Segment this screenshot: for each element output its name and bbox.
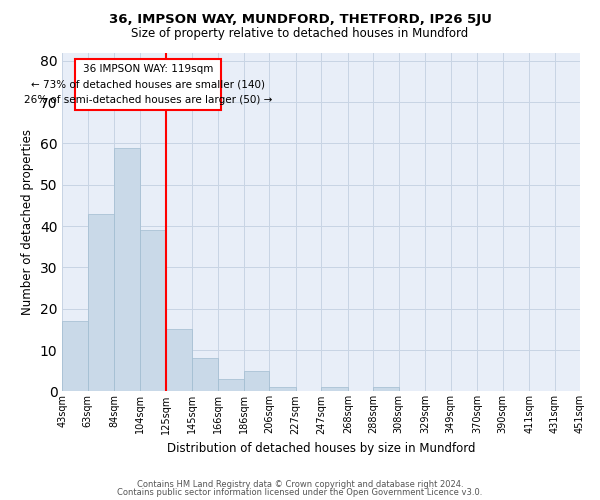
- Bar: [191, 358, 218, 392]
- Bar: [62, 321, 88, 392]
- Bar: [166, 330, 191, 392]
- Text: Contains public sector information licensed under the Open Government Licence v3: Contains public sector information licen…: [118, 488, 482, 497]
- Text: Contains HM Land Registry data © Crown copyright and database right 2024.: Contains HM Land Registry data © Crown c…: [137, 480, 463, 489]
- Bar: [244, 370, 269, 392]
- X-axis label: Distribution of detached houses by size in Mundford: Distribution of detached houses by size …: [167, 442, 475, 455]
- Bar: [88, 214, 114, 392]
- Bar: [218, 379, 244, 392]
- Bar: [114, 148, 140, 392]
- Text: 26% of semi-detached houses are larger (50) →: 26% of semi-detached houses are larger (…: [24, 95, 272, 105]
- Text: 36 IMPSON WAY: 119sqm: 36 IMPSON WAY: 119sqm: [83, 64, 213, 74]
- Bar: [140, 230, 166, 392]
- Text: Size of property relative to detached houses in Mundford: Size of property relative to detached ho…: [131, 28, 469, 40]
- Text: 36, IMPSON WAY, MUNDFORD, THETFORD, IP26 5JU: 36, IMPSON WAY, MUNDFORD, THETFORD, IP26…: [109, 12, 491, 26]
- Bar: [321, 388, 348, 392]
- Text: ← 73% of detached houses are smaller (140): ← 73% of detached houses are smaller (14…: [31, 80, 265, 90]
- Bar: [269, 388, 296, 392]
- Y-axis label: Number of detached properties: Number of detached properties: [21, 129, 34, 315]
- Bar: [373, 388, 398, 392]
- Bar: [75, 58, 221, 110]
